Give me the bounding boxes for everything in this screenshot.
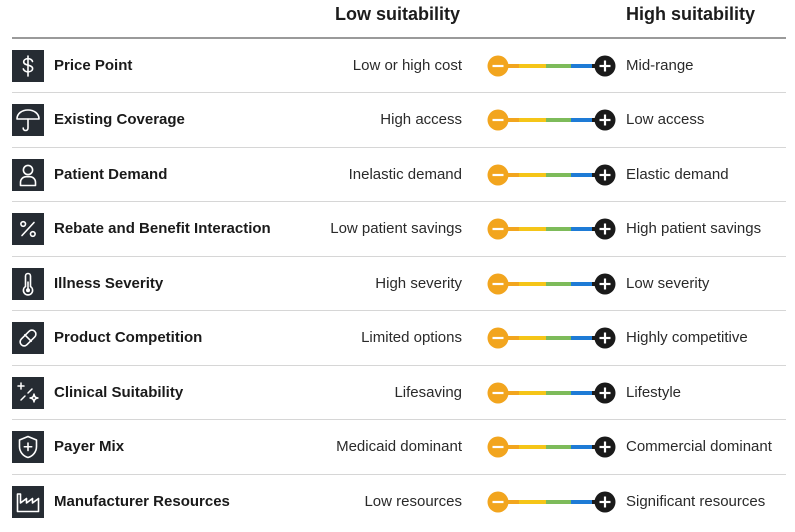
scale-segment	[546, 227, 571, 232]
scale-segment	[546, 336, 571, 341]
scale-segment	[519, 227, 546, 232]
dollar-icon	[12, 50, 44, 82]
factor-row: Clinical Suitability Lifesaving Lifestyl…	[12, 366, 786, 421]
low-suitability-text: High severity	[375, 274, 462, 292]
factor-name: Price Point	[54, 57, 133, 74]
high-suitability-text: Lifestyle	[626, 383, 682, 401]
scale-segment	[571, 336, 592, 341]
thermometer-icon	[12, 267, 44, 300]
factor-row: Existing Coverage High access Low access	[12, 93, 786, 148]
scale-segment	[519, 390, 546, 395]
high-suitability-text: Low severity	[626, 274, 710, 292]
high-suitability-text: Elastic demand	[626, 165, 729, 183]
factor-name: Product Competition	[54, 329, 203, 347]
scale-segment	[519, 172, 546, 177]
low-suitability-text: Limited options	[361, 329, 462, 347]
pill-icon	[12, 322, 44, 355]
scale-segment	[571, 172, 592, 177]
scale-segment	[546, 499, 571, 504]
scale-segment	[519, 118, 546, 123]
percent-icon	[12, 213, 44, 246]
factor-name: Patient Demand	[54, 165, 168, 183]
factor-name: Payer Mix	[54, 438, 125, 456]
suitability-scale	[474, 218, 616, 240]
scale-segment	[571, 227, 592, 232]
high-suitability-header: High suitability	[626, 4, 756, 24]
suitability-scale	[474, 436, 616, 458]
low-suitability-text: Low resources	[364, 492, 462, 510]
factor-row: Payer Mix Medicaid dominant Commercial d…	[12, 420, 786, 475]
low-suitability-text: Inelastic demand	[348, 165, 462, 183]
scale-segment	[571, 118, 592, 123]
scale-segment	[571, 390, 592, 395]
high-suitability-text: Mid-range	[626, 57, 694, 74]
scale-segment	[519, 336, 546, 341]
low-suitability-header: Low suitability	[335, 4, 461, 24]
suitability-scale	[474, 109, 616, 131]
scale-segment	[546, 118, 571, 123]
low-suitability-text: High access	[380, 111, 462, 129]
low-suitability-text: Low patient savings	[330, 220, 462, 238]
factor-name: Illness Severity	[54, 274, 164, 292]
shield-plus-icon	[12, 431, 44, 464]
scale-segment	[571, 499, 592, 504]
high-suitability-text: Low access	[626, 111, 705, 129]
factor-name: Rebate and Benefit Interaction	[54, 220, 271, 238]
factor-name: Existing Coverage	[54, 111, 185, 129]
scale-segment	[546, 390, 571, 395]
suitability-scale	[474, 491, 616, 513]
scale-segment	[546, 64, 571, 68]
scale-segment	[546, 172, 571, 177]
scale-segment	[519, 64, 546, 68]
suitability-scale	[474, 327, 616, 349]
factor-row: Rebate and Benefit Interaction Low patie…	[12, 202, 786, 257]
suitability-scale	[474, 55, 616, 77]
scale-segment	[546, 281, 571, 286]
scale-segment	[519, 281, 546, 286]
factory-icon	[12, 485, 44, 518]
factor-row: Patient Demand Inelastic demand Elastic …	[12, 148, 786, 203]
factor-row: Manufacturer Resources Low resources Sig…	[12, 475, 786, 529]
sparkle-icon	[12, 376, 44, 409]
scale-segment	[519, 499, 546, 504]
suitability-scale	[474, 382, 616, 404]
factor-name: Manufacturer Resources	[54, 492, 230, 510]
scale-segment	[519, 445, 546, 450]
scale-segment	[546, 445, 571, 450]
person-icon	[12, 158, 44, 191]
factor-row: Illness Severity High severity Low sever…	[12, 257, 786, 312]
suitability-scale	[474, 273, 616, 295]
high-suitability-text: Commercial dominant	[626, 438, 772, 456]
header-divider	[12, 37, 786, 39]
high-suitability-text: Significant resources	[626, 492, 766, 510]
umbrella-icon	[12, 104, 44, 137]
factor-row: Product Competition Limited options High…	[12, 311, 786, 366]
factor-name: Clinical Suitability	[54, 383, 184, 401]
scale-segment	[571, 64, 592, 68]
factor-row: Price Point Low or high cost Mid-range	[12, 39, 786, 94]
scale-segment	[571, 445, 592, 450]
suitability-scale	[474, 164, 616, 186]
low-suitability-text: Lifesaving	[394, 383, 462, 401]
factor-rows: Price Point Low or high cost Mid-range E…	[12, 39, 786, 529]
high-suitability-text: Highly competitive	[626, 329, 748, 347]
low-suitability-text: Low or high cost	[352, 57, 462, 74]
scale-segment	[571, 281, 592, 286]
low-suitability-text: Medicaid dominant	[336, 438, 462, 456]
high-suitability-text: High patient savings	[626, 220, 762, 238]
